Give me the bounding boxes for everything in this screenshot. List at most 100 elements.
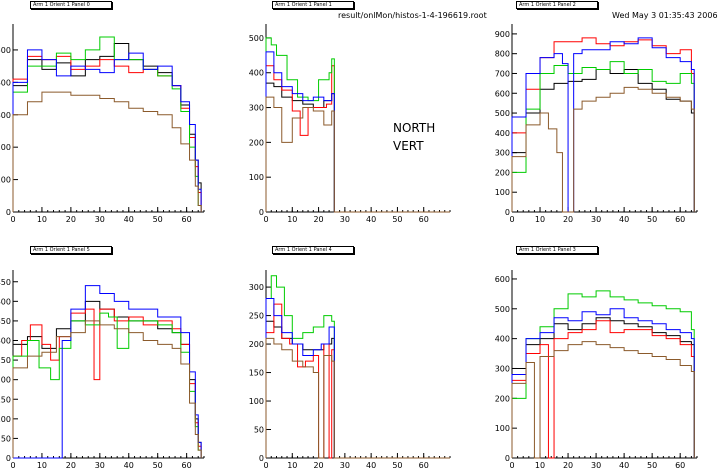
datetime-label: Wed May 3 01:35:43 2006	[612, 11, 718, 20]
y-tick-label: 150	[249, 369, 264, 378]
series-line-4	[511, 86, 695, 213]
y-tick-label: 500	[495, 305, 510, 314]
annotation-vert: VERT	[393, 139, 424, 153]
series-line-1	[265, 303, 450, 459]
series-line-0	[12, 42, 202, 212]
x-tick-label: 20	[66, 461, 76, 469]
series-line-2	[12, 36, 202, 212]
x-tick-label: 30	[591, 461, 601, 469]
x-tick-label: 60	[675, 215, 685, 224]
series-line-0	[511, 317, 695, 458]
panel-title-1: Arm 1 Orient 1 Panel 1	[272, 1, 354, 9]
x-tick-label: 0	[263, 461, 268, 469]
panel-title-2: Arm 1 Orient 1 Panel 2	[516, 1, 598, 9]
y-tick-label: 200	[495, 394, 510, 403]
y-tick-label: 100	[249, 173, 264, 182]
y-tick-label: 400	[0, 297, 11, 306]
x-tick-label: 40	[366, 461, 376, 469]
y-tick-label: 100	[495, 188, 510, 197]
y-tick-label: 0	[259, 208, 264, 217]
x-tick-label: 20	[313, 215, 323, 224]
x-tick-label: 40	[124, 215, 134, 224]
x-tick-label: 10	[37, 215, 47, 224]
y-tick-label: 0	[505, 208, 510, 217]
y-tick-label: 50	[1, 434, 11, 443]
series-line-3	[265, 297, 450, 459]
x-tick-label: 10	[535, 461, 545, 469]
x-tick-label: 50	[392, 461, 402, 469]
series-line-1	[12, 55, 202, 212]
y-tick-label: 350	[0, 317, 11, 326]
panel-title-5: Arm 1 Orient 1 Panel 5	[30, 246, 112, 254]
y-tick-label: 0	[6, 454, 11, 463]
x-tick-label: 50	[647, 461, 657, 469]
y-tick-label: 450	[0, 278, 11, 287]
panel-title-4: Arm 1 Orient 1 Panel 4	[272, 246, 354, 254]
x-tick-label: 30	[95, 215, 105, 224]
series-line-3	[12, 49, 202, 212]
series-line-2	[265, 275, 450, 459]
y-tick-label: 500	[0, 46, 11, 55]
series-line-4	[265, 96, 450, 213]
x-tick-label: 50	[153, 215, 163, 224]
x-tick-label: 60	[419, 461, 429, 469]
x-tick-label: 50	[647, 215, 657, 224]
y-tick-label: 400	[495, 335, 510, 344]
panel-title-0: Arm 1 Orient 1 Panel 0	[30, 1, 112, 9]
x-tick-label: 40	[366, 215, 376, 224]
x-tick-label: 60	[419, 215, 429, 224]
y-tick-label: 600	[495, 275, 510, 284]
y-tick-label: 300	[0, 337, 11, 346]
y-tick-label: 200	[249, 340, 264, 349]
series-line-0	[265, 82, 450, 213]
x-tick-label: 40	[619, 215, 629, 224]
y-tick-label: 50	[254, 426, 264, 435]
x-tick-label: 20	[66, 215, 76, 224]
x-tick-label: 50	[392, 215, 402, 224]
series-line-2	[511, 61, 695, 212]
y-tick-label: 500	[249, 34, 264, 43]
x-tick-label: 10	[287, 215, 297, 224]
y-tick-label: 400	[0, 78, 11, 87]
y-tick-label: 500	[495, 109, 510, 118]
x-tick-label: 40	[619, 461, 629, 469]
x-tick-label: 0	[509, 215, 514, 224]
x-tick-label: 0	[509, 461, 514, 469]
y-tick-label: 300	[249, 104, 264, 113]
y-tick-label: 300	[495, 149, 510, 158]
series-line-0	[265, 320, 450, 459]
x-tick-label: 50	[153, 461, 163, 469]
series-line-3	[511, 308, 695, 458]
x-tick-label: 0	[263, 215, 268, 224]
y-tick-label: 100	[249, 397, 264, 406]
y-tick-label: 100	[0, 176, 11, 185]
series-line-3	[13, 285, 202, 459]
y-tick-label: 400	[495, 129, 510, 138]
y-tick-label: 900	[495, 30, 510, 39]
series-line-4	[12, 91, 202, 212]
series-line-1	[265, 65, 450, 213]
x-tick-label: 30	[95, 461, 105, 469]
y-tick-label: 0	[259, 454, 264, 463]
x-tick-label: 0	[10, 461, 15, 469]
y-tick-label: 200	[249, 138, 264, 147]
x-tick-label: 60	[182, 461, 192, 469]
x-tick-label: 30	[340, 215, 350, 224]
y-tick-label: 200	[0, 143, 11, 152]
x-tick-label: 20	[563, 215, 573, 224]
y-tick-label: 200	[0, 376, 11, 385]
x-tick-label: 40	[124, 461, 134, 469]
y-tick-label: 200	[495, 168, 510, 177]
annotation-north: NORTH	[393, 121, 436, 135]
filename-label: result/onlMon/histos-1-4-196619.root	[338, 11, 487, 20]
y-tick-label: 250	[0, 356, 11, 365]
series-line-4	[12, 320, 202, 458]
y-tick-label: 150	[0, 395, 11, 404]
y-tick-label: 400	[249, 69, 264, 78]
y-tick-label: 300	[0, 111, 11, 120]
series-line-0	[511, 69, 695, 212]
y-tick-label: 0	[6, 208, 11, 217]
x-tick-label: 20	[563, 461, 573, 469]
y-tick-label: 700	[495, 69, 510, 78]
